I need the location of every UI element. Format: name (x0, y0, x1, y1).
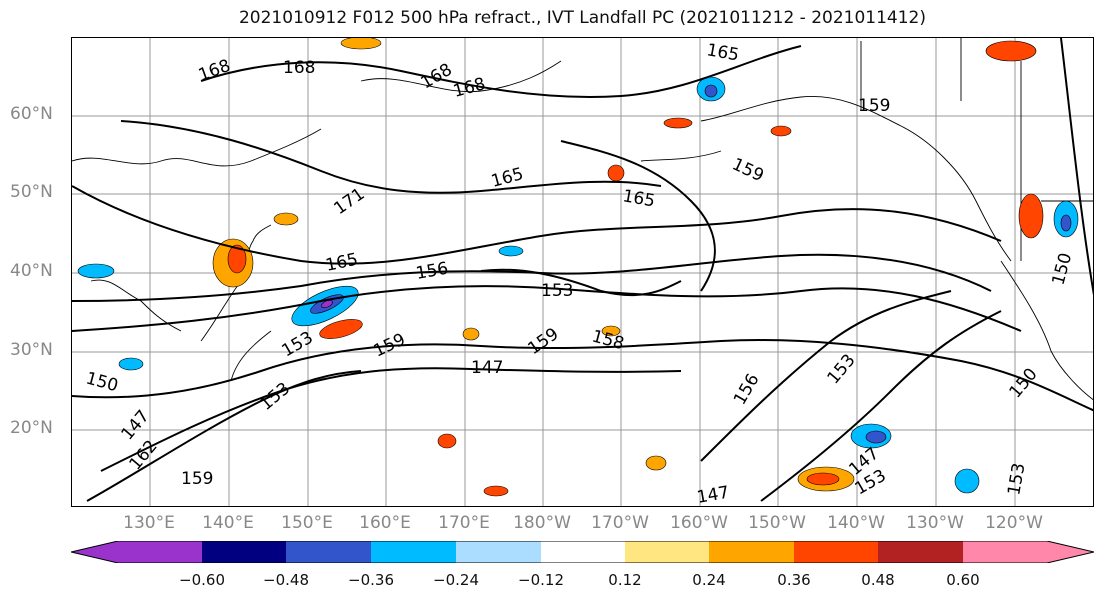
contour-label: 150 (1006, 364, 1042, 402)
colorbar-tick-label: 0.12 (608, 571, 642, 589)
lon-label-120w: 120°W (985, 513, 1043, 533)
colorbar-segment (202, 541, 286, 563)
colorbar-segment (709, 541, 794, 563)
contour-label: 159 (371, 330, 409, 362)
lon-label-160w: 160°W (670, 513, 728, 533)
contour-label: 147 (471, 358, 503, 378)
colorbar-segment (625, 541, 709, 563)
contour-label: 153 (541, 281, 573, 301)
colorbar-segment (456, 541, 541, 563)
lon-label-150e: 150°E (281, 513, 333, 533)
lon-label-140e: 140°E (202, 513, 254, 533)
map-canvas: 168 168 168 168 165 159 165 165 171 159 … (72, 38, 1093, 507)
colorbar-tick-label: 0.36 (777, 571, 811, 589)
colorbar-segment (541, 541, 625, 563)
contour-label: 153 (824, 350, 860, 388)
lon-label-140w: 140°W (827, 513, 885, 533)
colorbar-segment (963, 541, 1094, 563)
colorbar-segment (71, 541, 202, 563)
colorbar-tick-label: 0.24 (692, 571, 726, 589)
lat-label-30n: 30°N (10, 340, 53, 360)
contour-label: 159 (181, 469, 213, 489)
coastlines (72, 38, 1093, 401)
colorbar-tick-label: −0.12 (518, 571, 564, 589)
lon-label-130w: 130°W (906, 513, 964, 533)
lon-label-170e: 170°E (438, 513, 490, 533)
contour-label: 159 (729, 154, 767, 186)
map-title: 2021010912 F012 500 hPa refract., IVT La… (238, 8, 926, 28)
contour-label: 165 (324, 250, 360, 276)
contour-label: 165 (705, 40, 740, 65)
colorbar-tick-label: 0.60 (946, 571, 980, 589)
lon-label-130e: 130°E (123, 513, 175, 533)
lat-label-20n: 20°N (10, 418, 53, 438)
contour-label: 153 (256, 379, 294, 415)
refractivity-contours (72, 38, 1093, 502)
contour-label: 147 (695, 483, 730, 507)
lat-label-50n: 50°N (10, 182, 53, 202)
colorbar-tick-label: −0.48 (263, 571, 309, 589)
contour-label: 168 (418, 60, 456, 94)
contour-label: 153 (1004, 461, 1029, 496)
lon-label-170w: 170°W (591, 513, 649, 533)
colorbar (71, 541, 1094, 563)
lon-label-160e: 160°E (359, 513, 411, 533)
lon-label-150w: 150°W (748, 513, 806, 533)
colorbar-tick-label: −0.60 (179, 571, 225, 589)
map-panel: 168 168 168 168 165 159 165 165 171 159 … (71, 37, 1094, 507)
lon-label-180w: 180°W (513, 513, 571, 533)
contour-label: 168 (451, 74, 488, 102)
contour-label: 156 (730, 370, 764, 408)
colorbar-segment (878, 541, 963, 563)
lat-label-60n: 60°N (10, 104, 53, 124)
contour-label: 150 (1049, 251, 1077, 288)
contour-label: 168 (283, 58, 315, 78)
ivt-shading (77, 38, 1079, 497)
contour-label: 165 (621, 186, 656, 211)
contour-label: 171 (330, 184, 368, 219)
colorbar-segment (794, 541, 878, 563)
colorbar-tick-label: −0.36 (348, 571, 394, 589)
contour-label: 150 (84, 369, 121, 397)
contour-label: 159 (858, 96, 890, 116)
colorbar-tick-label: 0.48 (861, 571, 895, 589)
colorbar-segment (286, 541, 371, 563)
colorbar-segment (371, 541, 456, 563)
contour-label: 168 (196, 56, 233, 86)
lat-label-40n: 40°N (10, 261, 53, 281)
colorbar-tick-label: −0.24 (433, 571, 479, 589)
contour-label: 156 (414, 259, 449, 284)
